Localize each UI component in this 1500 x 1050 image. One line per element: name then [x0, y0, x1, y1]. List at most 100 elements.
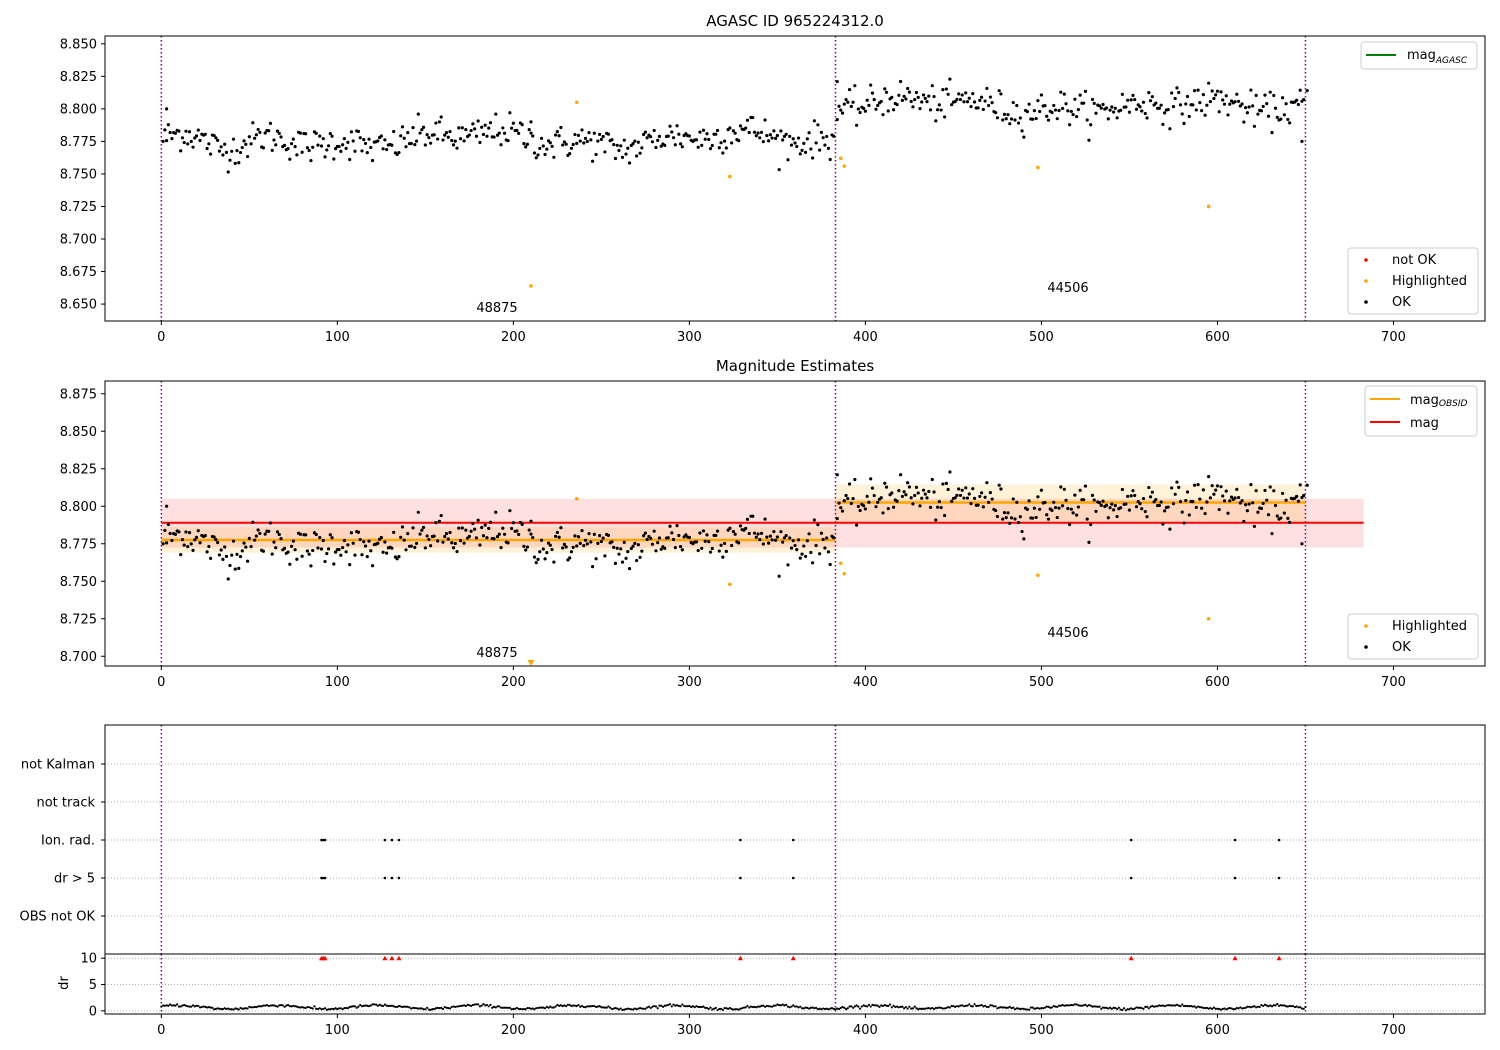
- dr-point: [899, 1005, 902, 1008]
- ok-point: [1173, 96, 1177, 101]
- ok-point: [737, 541, 741, 545]
- ok-point: [316, 546, 320, 550]
- dr-point: [976, 1004, 980, 1007]
- dr-point: [213, 1008, 216, 1011]
- ok-point: [1101, 499, 1105, 503]
- dr-point: [1047, 1005, 1050, 1009]
- ok-point: [633, 541, 637, 545]
- ok-point: [763, 118, 767, 122]
- dr-point: [207, 1006, 210, 1009]
- ok-point: [610, 138, 614, 142]
- ok-point: [270, 552, 274, 556]
- legend-marker-notok: [1364, 258, 1368, 262]
- ok-point: [1222, 102, 1227, 106]
- ok-point: [1200, 109, 1204, 113]
- dr-point: [1274, 1004, 1277, 1007]
- dr-point: [426, 1006, 429, 1009]
- ok-point: [444, 531, 449, 536]
- ok-point: [657, 134, 662, 138]
- dr-point: [686, 1005, 689, 1008]
- dr-point: [874, 1004, 878, 1007]
- ok-point: [967, 492, 971, 496]
- ion-rad-flag-point: [390, 838, 394, 842]
- ok-point: [511, 121, 515, 125]
- ok-point: [1226, 511, 1230, 515]
- ok-point: [1161, 522, 1165, 526]
- ok-point: [221, 153, 225, 157]
- ok-point: [316, 143, 320, 147]
- dr-point: [1232, 1008, 1235, 1011]
- ok-point: [409, 544, 413, 548]
- ok-point: [818, 148, 822, 152]
- ok-point: [1126, 494, 1130, 498]
- dr-point: [612, 1007, 615, 1010]
- ok-point: [416, 112, 420, 116]
- dr-point: [721, 1008, 724, 1011]
- ok-point: [161, 139, 165, 143]
- ok-point: [1062, 487, 1066, 491]
- ok-point: [835, 473, 839, 477]
- dr-point: [1066, 1004, 1069, 1007]
- ok-point: [270, 148, 274, 152]
- dr-point: [825, 1007, 828, 1010]
- ok-point: [529, 532, 533, 536]
- dr-point: [860, 1005, 863, 1008]
- dr-point: [285, 1004, 288, 1007]
- dr-point: [359, 1003, 362, 1007]
- ok-point: [464, 127, 468, 132]
- ok-point: [805, 539, 809, 543]
- ok-point: [555, 530, 559, 535]
- dr-point: [1163, 1005, 1166, 1008]
- ok-point: [1235, 487, 1239, 491]
- ok-point: [710, 546, 714, 551]
- ok-point: [883, 481, 887, 485]
- dr-point: [195, 1004, 198, 1007]
- ok-point: [282, 546, 287, 550]
- dr-point: [1135, 1006, 1138, 1009]
- dr-point: [1233, 1008, 1237, 1011]
- ok-point: [251, 520, 255, 524]
- ok-point: [673, 143, 677, 147]
- ok-point: [754, 535, 758, 539]
- ok-point: [564, 142, 568, 146]
- ok-point: [548, 543, 552, 547]
- dr-point: [205, 1006, 209, 1009]
- dr-point: [489, 1003, 492, 1006]
- ok-point: [1238, 501, 1242, 505]
- ok-point: [165, 139, 169, 143]
- ok-point: [330, 134, 334, 138]
- ok-point: [918, 106, 922, 111]
- ok-point: [899, 79, 903, 84]
- dr-point: [283, 1005, 286, 1008]
- ok-point: [592, 131, 596, 135]
- dr-point: [294, 1005, 297, 1008]
- highlighted-point: [728, 174, 732, 179]
- dr-point: [499, 1006, 503, 1009]
- ok-point: [179, 149, 183, 153]
- ok-point: [363, 544, 368, 548]
- ok-point: [168, 531, 172, 536]
- ok-point: [811, 561, 815, 565]
- dr-point: [466, 1003, 469, 1006]
- dr-point: [443, 1005, 446, 1009]
- dr-point: [1184, 1004, 1187, 1008]
- dr-point: [1219, 1008, 1223, 1011]
- ok-point: [814, 141, 818, 145]
- ok-point: [1270, 532, 1274, 536]
- ok-point: [1280, 96, 1285, 100]
- dr-point: [607, 1005, 610, 1008]
- dr-point: [1147, 1007, 1150, 1010]
- dr-point: [404, 1005, 408, 1008]
- dr-point: [1017, 1007, 1020, 1010]
- dr-point: [1160, 1004, 1163, 1007]
- ok-point: [421, 125, 426, 129]
- ok-point: [789, 546, 794, 550]
- dr-point: [1267, 1005, 1270, 1008]
- dr-point: [455, 1005, 459, 1008]
- dr-point: [202, 1005, 205, 1008]
- ok-point: [585, 139, 589, 144]
- ok-point: [758, 136, 762, 140]
- ok-point: [476, 119, 480, 123]
- ok-point: [839, 108, 843, 112]
- dr-point: [1256, 1005, 1260, 1008]
